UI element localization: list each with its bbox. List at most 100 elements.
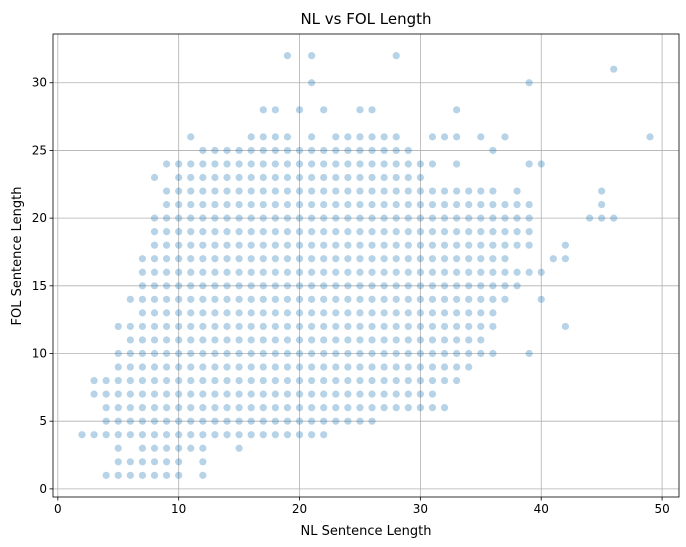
data-point [332,173,340,182]
data-point [283,255,292,263]
data-point [392,228,400,236]
data-point [126,471,134,479]
data-point [138,349,147,358]
data-point [489,200,497,209]
data-point [368,390,376,398]
data-point [175,336,183,344]
data-point [295,187,304,195]
data-point [283,214,292,222]
data-point [162,349,171,358]
data-point [465,336,473,344]
data-point [283,200,292,209]
data-point [223,336,231,344]
data-point [211,173,219,182]
data-point [102,471,110,479]
data-point [295,228,304,236]
data-point [404,363,412,371]
data-point [235,376,243,385]
data-point [392,241,400,249]
data-point [259,295,267,303]
data-point [453,187,461,195]
data-point [259,431,267,439]
data-point [404,228,412,236]
data-point [223,160,231,168]
data-point [453,214,461,222]
data-point [138,417,147,425]
data-point [392,200,400,209]
data-point [356,187,364,195]
data-point [344,173,352,182]
data-point [344,255,352,263]
data-point [175,431,183,439]
data-point [235,431,243,439]
data-point [199,431,207,439]
data-point [162,282,171,290]
data-point [271,349,279,358]
data-point [453,363,461,371]
data-point [162,255,171,263]
data-point [211,336,219,344]
data-point [428,363,437,371]
data-point [150,431,159,439]
data-point [320,322,328,331]
data-point [150,349,159,358]
data-point [223,417,231,425]
data-point [259,106,267,114]
data-point [187,376,195,385]
data-point [271,363,279,371]
data-point [187,241,195,249]
data-point [223,228,231,236]
data-point [344,228,352,236]
data-point [440,228,449,236]
data-point [138,458,147,466]
data-point [477,200,485,209]
data-point [211,376,219,385]
data-point [295,417,304,425]
data-point [453,255,461,263]
data-point [320,349,328,358]
data-point [392,268,400,276]
data-point [344,390,352,398]
data-point [356,228,364,236]
data-point [235,228,243,236]
data-point [380,363,388,371]
data-point [380,214,388,222]
data-point [295,322,304,331]
data-point [126,295,134,303]
data-point [247,295,255,303]
data-point [126,417,134,425]
data-point [610,65,618,73]
data-point [320,106,328,114]
data-point [162,390,171,398]
data-point [223,376,231,385]
data-point [344,349,352,358]
data-point [150,444,159,452]
data-point [368,349,376,358]
data-point [175,363,183,371]
data-point [477,228,485,236]
data-point [199,336,207,344]
data-point [162,187,171,195]
data-point [187,228,195,236]
data-point [416,255,424,263]
data-point [283,241,292,249]
data-point [175,349,183,358]
data-point [175,187,183,195]
data-point [344,363,352,371]
data-point [138,322,147,331]
data-point [211,146,219,155]
data-point [175,173,183,182]
data-point [308,187,316,195]
data-point [404,322,412,331]
data-point [150,404,159,412]
data-point [187,255,195,263]
data-point [247,200,255,209]
data-point [356,241,364,249]
data-point [320,282,328,290]
data-point [320,255,328,263]
data-point [525,349,533,358]
data-point [320,431,328,439]
data-point [308,228,316,236]
data-point [308,282,316,290]
data-point [320,214,328,222]
